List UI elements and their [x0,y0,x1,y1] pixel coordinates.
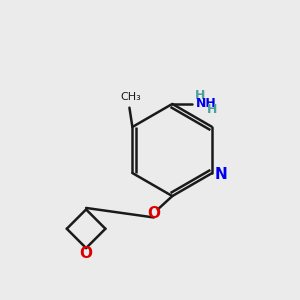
Text: O: O [147,206,161,221]
Text: NH: NH [196,98,217,110]
Text: O: O [80,246,93,261]
Text: N: N [214,167,227,182]
Text: H: H [207,103,217,116]
Text: H: H [195,89,205,102]
Text: CH₃: CH₃ [120,92,141,102]
